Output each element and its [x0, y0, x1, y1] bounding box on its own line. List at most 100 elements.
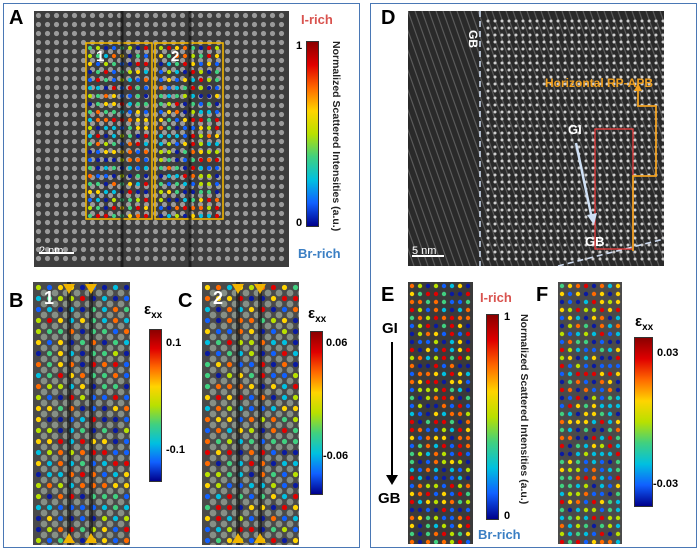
lattice-atom	[521, 40, 525, 44]
lattice-atom	[286, 311, 294, 319]
colored-atom-column	[433, 443, 439, 449]
lattice-atom	[209, 322, 217, 330]
colored-atom-column	[457, 331, 463, 337]
colored-atom-column	[79, 328, 86, 335]
colored-atom-column	[465, 347, 471, 353]
colored-atom-column	[607, 291, 613, 297]
lattice-atom	[44, 120, 51, 127]
colored-atom-column	[35, 394, 42, 401]
lattice-atom	[500, 201, 504, 205]
lattice-atom	[242, 509, 250, 517]
lattice-atom	[80, 237, 87, 244]
colored-atom-column	[101, 504, 108, 511]
lattice-atom	[528, 61, 532, 65]
lattice-atom	[215, 30, 222, 37]
colored-atom-column	[190, 125, 196, 131]
lattice-atom	[128, 488, 130, 494]
colored-atom-column	[46, 295, 53, 302]
lattice-atom	[44, 183, 51, 190]
colored-atom-column	[441, 531, 447, 537]
lattice-atom	[584, 68, 588, 72]
lattice-atom	[107, 57, 114, 64]
lattice-atom	[619, 159, 623, 163]
lattice-atom	[542, 215, 546, 219]
colored-atom-column	[158, 93, 164, 99]
lattice-atom	[633, 257, 637, 261]
colored-atom-column	[292, 493, 299, 500]
lattice-atom	[209, 399, 217, 407]
colored-atom-column	[143, 77, 149, 83]
lattice-atom	[220, 454, 228, 462]
colored-atom-column	[190, 197, 196, 203]
lattice-atom	[556, 89, 560, 93]
lattice-atom	[584, 145, 588, 149]
colored-atom-column	[214, 157, 220, 163]
lattice-atom	[107, 120, 114, 127]
colored-atom-column	[591, 531, 597, 537]
lattice-atom	[224, 219, 231, 226]
lattice-atom	[605, 145, 609, 149]
lattice-atom	[233, 201, 240, 208]
lattice-atom	[570, 208, 574, 212]
lattice-atom	[242, 129, 249, 136]
lattice-atom	[220, 289, 228, 297]
lattice-atom	[143, 255, 150, 262]
colorbar-e-i-rich-label: I-rich	[480, 290, 512, 305]
lattice-atom	[549, 40, 553, 44]
lattice-atom	[556, 243, 560, 247]
lattice-atom	[661, 236, 664, 240]
colored-atom-column	[95, 141, 101, 147]
lattice-atom	[209, 487, 217, 495]
lattice-atom	[577, 138, 581, 142]
colored-atom-column	[270, 504, 277, 511]
lattice-atom	[44, 12, 51, 19]
colored-atom-column	[607, 451, 613, 457]
lattice-atom	[549, 257, 553, 261]
lattice-atom	[556, 222, 560, 226]
lattice-atom	[563, 208, 567, 212]
lattice-atom	[62, 174, 69, 181]
colored-atom-column	[174, 149, 180, 155]
colored-atom-column	[57, 449, 64, 456]
lattice-atom	[73, 311, 81, 319]
colored-atom-column	[103, 109, 109, 115]
colored-atom-column	[87, 85, 93, 91]
lattice-atom	[128, 345, 130, 351]
lattice-atom	[170, 255, 177, 262]
lattice-atom	[577, 194, 581, 198]
colored-atom-column	[127, 133, 133, 139]
lattice-atom	[619, 26, 623, 30]
lattice-atom	[95, 432, 103, 440]
lattice-atom	[71, 48, 78, 55]
colored-atom-column	[166, 189, 172, 195]
lattice-atom	[605, 68, 609, 72]
colored-atom-column	[457, 315, 463, 321]
lattice-atom	[242, 210, 249, 217]
colored-atom-column	[214, 141, 220, 147]
colored-atom-column	[425, 443, 431, 449]
lattice-atom	[612, 19, 616, 23]
lattice-atom	[71, 201, 78, 208]
colored-atom-column	[567, 499, 573, 505]
lattice-atom	[647, 75, 651, 79]
colored-atom-column	[35, 306, 42, 313]
lattice-atom	[40, 300, 48, 308]
lattice-atom	[500, 26, 504, 30]
lattice-atom	[40, 289, 48, 297]
lattice-atom	[209, 531, 217, 539]
lattice-atom	[71, 57, 78, 64]
lattice-atom	[242, 66, 249, 73]
lattice-atom	[297, 466, 299, 472]
lattice-atom	[591, 68, 595, 72]
colored-atom-column	[465, 435, 471, 441]
lattice-atom	[35, 147, 42, 154]
lattice-atom	[626, 173, 630, 177]
lattice-atom	[297, 290, 299, 296]
lattice-atom	[507, 131, 511, 135]
colored-atom-column	[591, 419, 597, 425]
colored-atom-column	[441, 451, 447, 457]
colored-atom-column	[409, 323, 415, 329]
lattice-atom	[143, 228, 150, 235]
colored-atom-column	[174, 85, 180, 91]
colored-atom-column	[591, 323, 597, 329]
